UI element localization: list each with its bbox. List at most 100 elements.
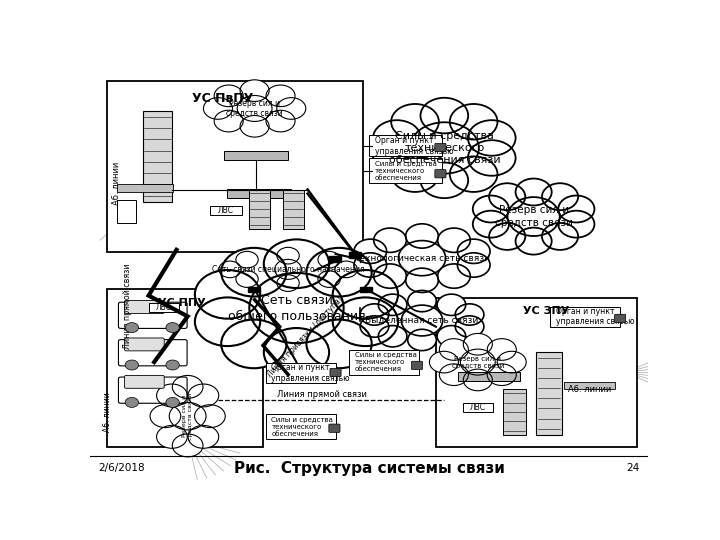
Circle shape [373, 120, 420, 156]
Circle shape [457, 253, 490, 277]
Circle shape [266, 85, 295, 107]
FancyBboxPatch shape [227, 188, 291, 198]
Circle shape [420, 98, 468, 133]
FancyBboxPatch shape [536, 352, 562, 435]
Text: ЛВС: ЛВС [470, 403, 486, 412]
Text: Орган и пункт
управления связью: Орган и пункт управления связью [374, 136, 453, 156]
Text: УС ПвПУ: УС ПвПУ [192, 92, 253, 105]
FancyBboxPatch shape [369, 158, 441, 183]
FancyBboxPatch shape [143, 111, 172, 202]
Circle shape [221, 320, 287, 368]
Circle shape [249, 273, 343, 343]
Text: Сеть связи
общего пользования: Сеть связи общего пользования [228, 294, 365, 322]
Circle shape [166, 397, 179, 407]
Circle shape [188, 426, 219, 448]
Text: ЛВС: ЛВС [156, 303, 172, 312]
Circle shape [408, 329, 436, 350]
Circle shape [374, 228, 406, 252]
FancyBboxPatch shape [550, 307, 620, 327]
FancyBboxPatch shape [411, 361, 423, 369]
Circle shape [558, 195, 595, 222]
Circle shape [194, 404, 225, 428]
FancyBboxPatch shape [249, 190, 270, 229]
Circle shape [516, 228, 552, 254]
Circle shape [333, 298, 398, 346]
Circle shape [437, 294, 466, 315]
Circle shape [125, 397, 138, 407]
Text: Силы и средства
технического
обеспечения связи: Силы и средства технического обеспечения… [389, 131, 500, 165]
Circle shape [455, 304, 484, 325]
Circle shape [508, 197, 559, 236]
Circle shape [420, 163, 468, 198]
Circle shape [240, 116, 269, 137]
FancyBboxPatch shape [248, 287, 260, 292]
Circle shape [489, 223, 526, 250]
Text: Выделенная сеть связи: Выделенная сеть связи [365, 316, 479, 325]
Circle shape [166, 322, 179, 333]
Circle shape [307, 320, 372, 368]
Circle shape [487, 364, 516, 386]
FancyBboxPatch shape [503, 389, 526, 435]
Circle shape [378, 294, 407, 315]
Text: 24: 24 [626, 463, 639, 473]
Circle shape [156, 384, 187, 407]
FancyBboxPatch shape [125, 375, 164, 388]
Text: ЛВС: ЛВС [218, 206, 234, 215]
FancyBboxPatch shape [330, 368, 341, 377]
Circle shape [125, 360, 138, 370]
Text: Рис.  Структура системы связи: Рис. Структура системы связи [233, 461, 505, 476]
FancyBboxPatch shape [282, 190, 304, 229]
Text: Линия прямой связи: Линия прямой связи [123, 263, 132, 349]
Circle shape [438, 228, 470, 252]
Circle shape [277, 275, 300, 292]
FancyBboxPatch shape [210, 206, 243, 215]
Circle shape [473, 195, 509, 222]
Text: Линия прямой связи: Линия прямой связи [276, 390, 366, 399]
Circle shape [214, 85, 243, 107]
Text: Линия привязки (доступа): Линия привязки (доступа) [265, 295, 345, 379]
Circle shape [318, 271, 341, 287]
Text: Аб. линии: Аб. линии [104, 392, 112, 432]
Circle shape [264, 239, 329, 288]
FancyBboxPatch shape [564, 382, 615, 389]
FancyBboxPatch shape [359, 287, 372, 292]
FancyBboxPatch shape [117, 184, 173, 192]
Circle shape [360, 304, 389, 325]
Circle shape [473, 211, 509, 238]
Circle shape [398, 241, 446, 276]
Text: Резерв сил и
средств связи: Резерв сил и средств связи [451, 356, 504, 369]
Circle shape [195, 270, 260, 319]
Circle shape [378, 326, 407, 347]
Circle shape [468, 120, 516, 156]
Circle shape [204, 98, 233, 119]
FancyBboxPatch shape [463, 403, 493, 412]
Circle shape [150, 404, 181, 428]
Circle shape [405, 268, 438, 293]
Circle shape [401, 305, 443, 336]
FancyBboxPatch shape [119, 340, 187, 366]
Text: Орган и пункт
управления связью: Орган и пункт управления связью [556, 307, 634, 327]
Circle shape [410, 122, 479, 174]
Circle shape [437, 326, 466, 347]
Circle shape [457, 239, 490, 264]
Circle shape [237, 96, 272, 122]
Circle shape [374, 264, 406, 288]
FancyBboxPatch shape [349, 349, 419, 375]
Circle shape [214, 110, 243, 132]
FancyBboxPatch shape [266, 414, 336, 439]
Text: Аб. линии: Аб. линии [568, 384, 611, 394]
Circle shape [188, 384, 219, 407]
Circle shape [166, 360, 179, 370]
FancyBboxPatch shape [266, 363, 336, 383]
Circle shape [439, 364, 469, 386]
FancyBboxPatch shape [107, 82, 364, 252]
Circle shape [460, 349, 495, 375]
FancyBboxPatch shape [117, 200, 136, 223]
Circle shape [405, 224, 438, 248]
Circle shape [307, 248, 372, 296]
Text: Силы и средства
технического
обеспечения: Силы и средства технического обеспечения [271, 416, 333, 436]
FancyBboxPatch shape [125, 338, 164, 351]
FancyBboxPatch shape [436, 298, 637, 447]
FancyBboxPatch shape [369, 136, 441, 156]
FancyBboxPatch shape [125, 301, 164, 313]
